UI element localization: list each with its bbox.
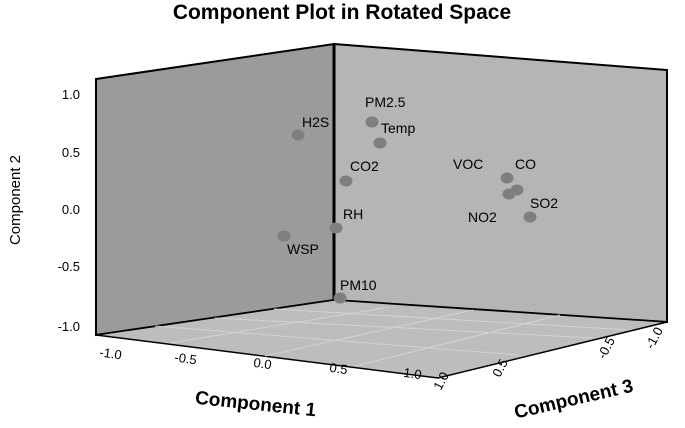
x-tick-label: -1.0 — [98, 345, 122, 363]
x-tick-label: 0.5 — [329, 360, 349, 377]
y-tick-label: -0.5 — [58, 259, 80, 274]
data-point-pm2-5 — [365, 116, 379, 128]
z-tick-label: 1.0 — [430, 369, 452, 392]
point-label: CO — [515, 156, 536, 172]
y-ticks: 1.0 0.5 0.0 -0.5 -1.0 — [58, 87, 80, 334]
point-label: PM10 — [340, 277, 377, 293]
data-point-h2s — [291, 129, 305, 141]
z-tick-label: -1.0 — [642, 324, 666, 351]
data-point-voc — [500, 172, 514, 184]
point-label: CO2 — [350, 158, 379, 174]
data-point-so2 — [502, 188, 516, 200]
point-label: WSP — [287, 241, 319, 257]
point-label: VOC — [453, 156, 483, 172]
point-label: RH — [343, 206, 363, 222]
point-label: SO2 — [530, 195, 558, 211]
x-tick-label: 0.0 — [253, 355, 273, 372]
data-point-co2 — [339, 175, 353, 187]
data-point-temp — [373, 137, 387, 149]
z-ticks: 1.0 0.5 -0.5 -1.0 — [430, 324, 666, 392]
x-tick-label: 1.0 — [403, 365, 423, 382]
data-point-no2 — [523, 211, 537, 223]
y-tick-label: 0.5 — [62, 145, 80, 160]
x-tick-label: -0.5 — [173, 350, 197, 368]
back-right-wall — [333, 42, 668, 324]
z-tick-label: 0.5 — [489, 356, 511, 379]
data-point-wsp — [277, 230, 291, 242]
x-ticks: -1.0 -0.5 0.0 0.5 1.0 — [98, 345, 422, 383]
point-label: PM2.5 — [365, 94, 406, 110]
point-label: NO2 — [468, 209, 497, 225]
chart-title: Component Plot in Rotated Space — [173, 1, 511, 24]
data-point-pm10 — [333, 292, 347, 304]
points-layer: PM2.5 H2S Temp CO2 VOC CO SO2 NO2 RH WSP PM10 — [277, 94, 558, 304]
y-tick-label: 1.0 — [62, 87, 80, 102]
data-point-rh — [329, 222, 343, 234]
z-axis-label: Component 3 — [512, 376, 635, 424]
point-label: Temp — [381, 120, 415, 136]
y-axis-label: Component 2 — [7, 155, 24, 245]
x-axis-label: Component 1 — [194, 388, 317, 422]
back-left-wall — [95, 42, 335, 337]
point-label: H2S — [302, 114, 329, 130]
floor-grid — [154, 306, 631, 367]
y-tick-label: 0.0 — [62, 202, 80, 217]
y-tick-label: -1.0 — [58, 319, 80, 334]
